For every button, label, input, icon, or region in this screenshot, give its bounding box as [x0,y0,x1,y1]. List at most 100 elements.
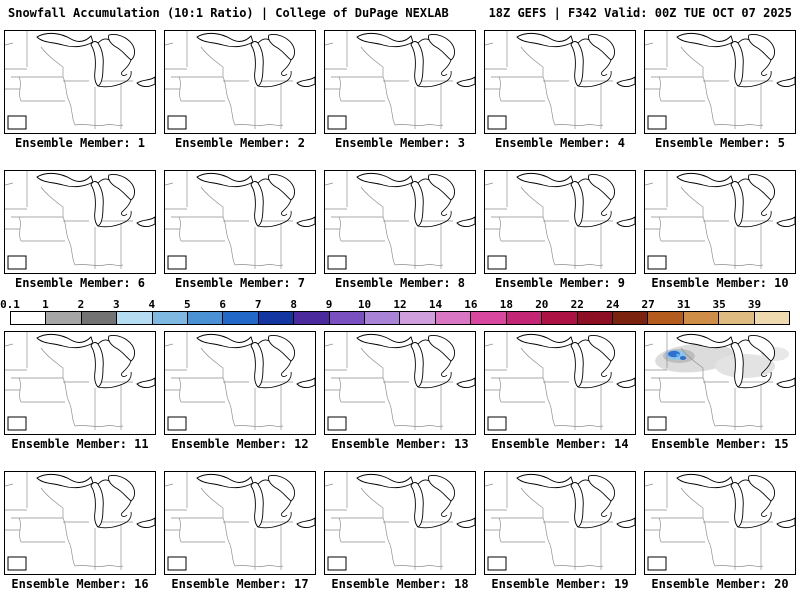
ensemble-map [324,170,476,274]
colorbar-segment [647,312,683,324]
panel-label: Ensemble Member: 8 [334,276,466,290]
colorbar-tick-label: 7 [254,298,262,311]
colorbar-tick-label: 16 [464,298,478,311]
colorbar-ticks: 0.1 1 2 3 4 5 6 7 8 9 10 12 14 16 18 20 22 24 27 31 35 39 [0,298,790,311]
ensemble-map [324,30,476,134]
colorbar-segment [293,312,329,324]
ensemble-panel: Ensemble Member: 18 [324,471,476,591]
colorbar-segment [11,312,46,324]
basemap [5,171,155,270]
panel-label: Ensemble Member: 1 [14,136,146,150]
basemap [645,31,795,130]
ensemble-map [644,471,796,575]
ensemble-panel: Ensemble Member: 10 [644,170,796,290]
ensemble-panel: Ensemble Member: 6 [4,170,156,290]
product-title: Snowfall Accumulation (10:1 Ratio) | Col… [8,6,449,20]
colorbar-segment [434,312,471,324]
panel-label: Ensemble Member: 4 [494,136,626,150]
colorbar-tick-label: 3 [113,298,120,311]
ensemble-panel: Ensemble Member: 1 [4,30,156,150]
ensemble-map [164,331,316,435]
basemap [165,472,315,571]
colorbar-segment [505,312,542,324]
ensemble-panel: Ensemble Member: 16 [4,471,156,591]
colorbar-segment [80,312,117,324]
ensemble-map [644,30,796,134]
basemap [165,171,315,270]
panel-label: Ensemble Member: 5 [654,136,786,150]
colorbar-tick-label: 20 [535,298,549,311]
colorbar-segment [222,312,258,324]
ensemble-panel: Ensemble Member: 11 [4,331,156,451]
ensemble-panel: Ensemble Member: 5 [644,30,796,150]
colorbar-tick-label: 8 [290,298,297,311]
colorbar-segment [399,312,435,324]
colorbar-tick-label: 22 [570,298,584,311]
colorbar-segment [576,312,612,324]
colorbar-tick-label: 2 [77,298,85,311]
basemap [5,332,155,431]
panel-label: Ensemble Member: 9 [494,276,626,290]
colorbar-segment [364,312,400,324]
panel-label: Ensemble Member: 15 [651,437,789,451]
panel-label: Ensemble Member: 6 [14,276,146,290]
colorbar-segment [682,312,719,324]
ensemble-panel: Ensemble Member: 9 [484,170,636,290]
colorbar-segment [541,312,577,324]
ensemble-panel: Ensemble Member: 13 [324,331,476,451]
ensemble-panel: Ensemble Member: 19 [484,471,636,591]
colorbar-segment [718,312,754,324]
colorbar-segment [257,312,294,324]
ensemble-panel: Ensemble Member: 17 [164,471,316,591]
ensemble-map [4,471,156,575]
panel-label: Ensemble Member: 20 [651,577,789,591]
ensemble-panel: Ensemble Member: 20 [644,471,796,591]
panel-label: Ensemble Member: 2 [174,136,306,150]
colorbar-tick-label: 6 [219,298,227,311]
basemap [5,31,155,130]
ensemble-map [484,170,636,274]
panel-label: Ensemble Member: 16 [11,577,149,591]
colorbar-segment [328,312,365,324]
ensemble-map [644,331,796,435]
ensemble-map [164,30,316,134]
ensemble-map [4,331,156,435]
ensemble-row-4: Ensemble Member: 16 Ensemble Member: 17 [0,471,800,591]
panel-label: Ensemble Member: 13 [331,437,469,451]
basemap [325,31,475,130]
colorbar-segment [470,312,506,324]
colorbar-tick-label: 10 [357,298,372,311]
colorbar-tick-label: 27 [641,298,655,311]
colorbar-segment [187,312,223,324]
ensemble-map [164,471,316,575]
ensemble-panel: Ensemble Member: 12 [164,331,316,451]
ensemble-row-1: Ensemble Member: 1 Ensemble Member: 2 [0,30,800,150]
ensemble-panel: Ensemble Member: 3 [324,30,476,150]
colorbar-segment [151,312,188,324]
ensemble-map [644,170,796,274]
colorbar-bar [10,311,790,325]
ensemble-panel: Ensemble Member: 4 [484,30,636,150]
colorbar-tick-label: 31 [677,298,691,311]
colorbar-tick-label: 35 [712,298,726,311]
ensemble-panel: Ensemble Member: 15 [644,331,796,451]
panel-label: Ensemble Member: 12 [171,437,309,451]
colorbar-segment [116,312,152,324]
panel-label: Ensemble Member: 14 [491,437,629,451]
basemap [5,472,155,571]
basemap [485,31,635,130]
colorbar-segment [611,312,648,324]
basemap [325,171,475,270]
colorbar-tick-label: 18 [499,298,513,311]
ensemble-map [164,170,316,274]
ensemble-map [484,331,636,435]
basemap [165,332,315,431]
basemap [485,332,635,431]
basemap [645,171,795,270]
ensemble-map [324,471,476,575]
basemap [165,31,315,130]
ensemble-panel: Ensemble Member: 8 [324,170,476,290]
panel-label: Ensemble Member: 3 [334,136,466,150]
colorbar-segment [45,312,81,324]
panel-label: Ensemble Member: 7 [174,276,306,290]
